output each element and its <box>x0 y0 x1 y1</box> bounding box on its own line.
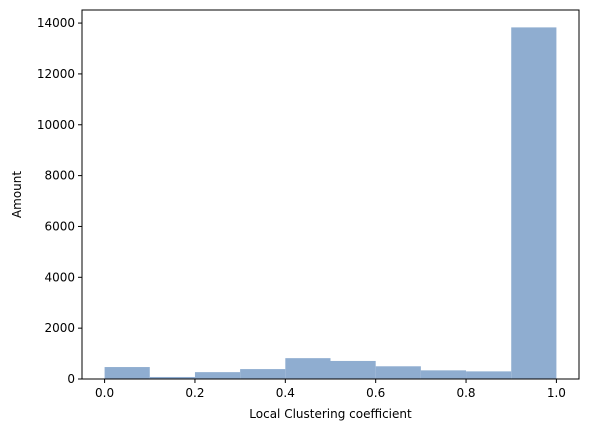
histogram-bar-1 <box>149 376 195 379</box>
x-axis-label: Local Clustering coefficient <box>249 407 412 421</box>
y-axis-ticks: 0 2000 4000 6000 8000 10000 12000 14000 <box>37 16 82 386</box>
x-tick-label: 1.0 <box>547 386 566 400</box>
histogram-bar-5 <box>330 360 376 379</box>
y-tick-label: 14000 <box>37 16 75 30</box>
bars-group <box>104 27 557 379</box>
x-tick-label: 0.0 <box>95 386 114 400</box>
y-axis-label: Amount <box>10 171 24 218</box>
x-tick-label: 0.6 <box>366 386 385 400</box>
x-tick-label: 0.2 <box>185 386 204 400</box>
histogram-bar-8 <box>466 371 512 379</box>
y-tick-label: 2000 <box>44 321 75 335</box>
x-axis-ticks: 0.0 0.2 0.4 0.6 0.8 1.0 <box>95 379 566 400</box>
y-tick-label: 6000 <box>44 219 75 233</box>
histogram-bar-3 <box>240 369 286 379</box>
x-tick-label: 0.8 <box>456 386 475 400</box>
y-tick-label: 12000 <box>37 67 75 81</box>
histogram-bar-2 <box>194 372 241 379</box>
y-tick-label: 4000 <box>44 270 75 284</box>
y-tick-label: 0 <box>67 372 75 386</box>
y-tick-label: 10000 <box>37 118 75 132</box>
plot-frame <box>81 9 580 380</box>
histogram-bar-9 <box>511 27 557 379</box>
histogram-bar-4 <box>285 358 331 379</box>
histogram-bar-7 <box>420 370 467 379</box>
x-tick-label: 0.4 <box>276 386 295 400</box>
histogram-bar-0 <box>104 367 150 379</box>
y-tick-label: 8000 <box>44 169 75 183</box>
histogram-bar-6 <box>375 366 421 379</box>
